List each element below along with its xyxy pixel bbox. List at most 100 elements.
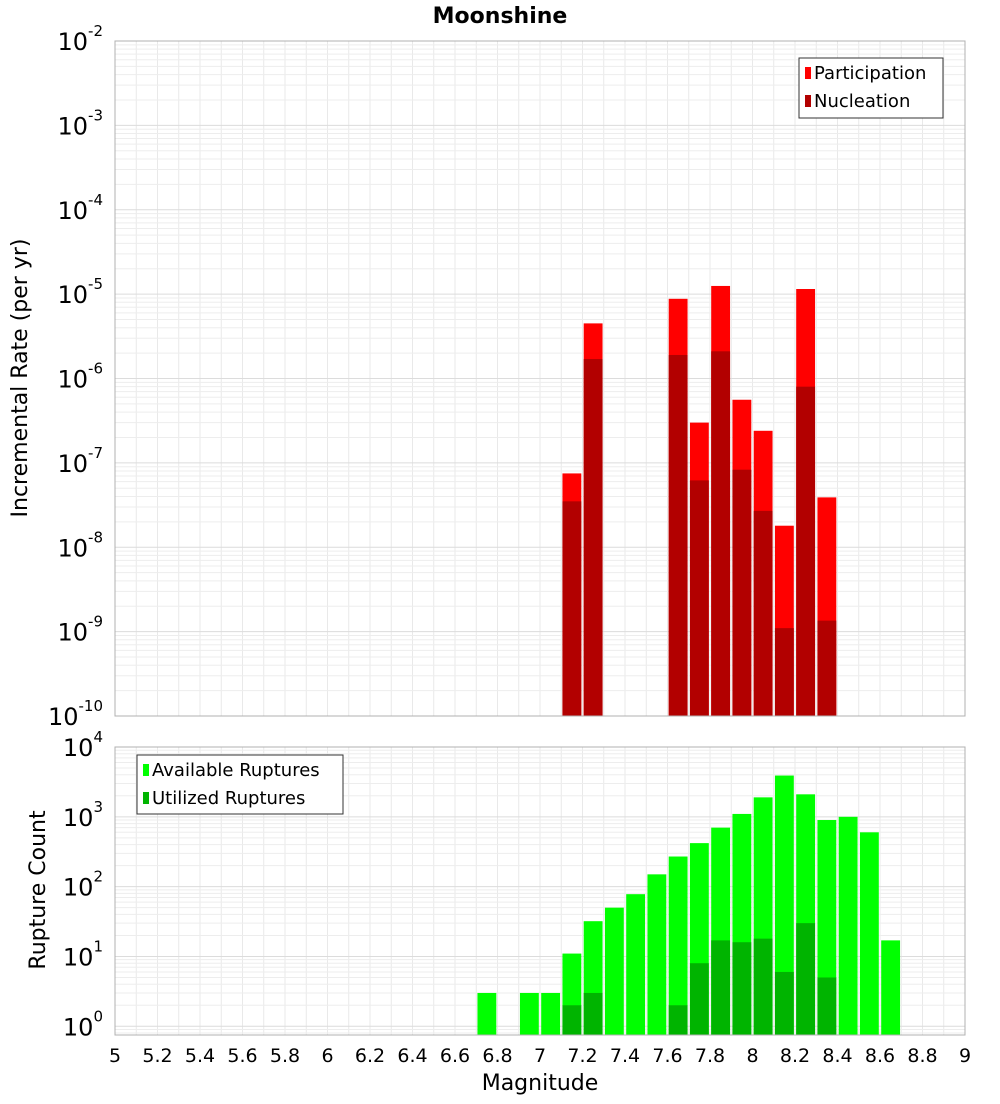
bottom-bar — [859, 832, 879, 1035]
top-y-axis-label: Incremental Rate (per yr) — [8, 239, 33, 518]
tick-exponent: 2 — [93, 868, 103, 886]
x-tick-label: 5.8 — [270, 1045, 300, 1067]
bottom-bar — [711, 940, 731, 1035]
top-y-tick-label: 10-9 — [57, 613, 103, 647]
tick-exponent: -10 — [79, 697, 104, 715]
x-tick-label: 8.8 — [907, 1045, 937, 1067]
bottom-y-tick-label: 102 — [63, 868, 103, 902]
bottom-bar — [626, 894, 646, 1035]
top-y-tick-label: 10-4 — [57, 191, 103, 225]
tick-exponent: -2 — [88, 22, 103, 40]
bottom-bar — [881, 940, 901, 1035]
bottom-legend-label: Utilized Ruptures — [152, 788, 305, 809]
top-bar — [583, 359, 603, 716]
top-y-tick-label: 10-10 — [48, 697, 103, 731]
top-bar — [689, 480, 709, 716]
bottom-bar — [817, 977, 837, 1035]
tick-base: 10 — [57, 534, 88, 562]
top-series-1 — [562, 351, 837, 716]
top-bar — [711, 351, 731, 716]
top-legend: Participation Nucleation — [798, 57, 944, 119]
bottom-bar — [732, 942, 752, 1035]
tick-base: 10 — [57, 619, 88, 647]
top-y-tick-label: 10-6 — [57, 360, 103, 394]
x-tick-label: 5.6 — [227, 1045, 257, 1067]
x-tick-label: 7.8 — [695, 1045, 725, 1067]
tick-base: 10 — [57, 28, 88, 56]
tick-base: 10 — [57, 112, 88, 140]
top-bar — [753, 510, 773, 716]
bottom-bar — [562, 1005, 582, 1035]
tick-base: 10 — [57, 450, 88, 478]
x-tick-label: 5.4 — [185, 1045, 215, 1067]
bottom-y-tick-label: 104 — [63, 728, 103, 762]
bottom-legend-label: Available Ruptures — [152, 760, 320, 781]
x-tick-label: 7.6 — [652, 1045, 682, 1067]
tick-base: 10 — [57, 366, 88, 394]
tick-base: 10 — [63, 1013, 94, 1041]
tick-base: 10 — [57, 197, 88, 225]
x-axis-label: Magnitude — [482, 1071, 599, 1096]
x-tick-label: 6.4 — [397, 1045, 427, 1067]
tick-exponent: 1 — [93, 937, 103, 955]
bottom-y-axis-label: Rupture Count — [26, 810, 51, 970]
chart-title: Moonshine — [433, 4, 568, 29]
bottom-legend: Available Ruptures Utilized Ruptures — [136, 754, 344, 815]
bottom-bar — [774, 775, 794, 1035]
bottom-y-tick-label: 100 — [63, 1007, 103, 1041]
x-tick-label: 8 — [746, 1045, 758, 1067]
x-tick-label: 8.4 — [822, 1045, 852, 1067]
top-gridlines — [114, 40, 966, 717]
tick-exponent: -3 — [88, 106, 103, 124]
top-legend-box — [798, 57, 944, 119]
x-tick-label: 8.2 — [780, 1045, 810, 1067]
tick-exponent: -5 — [88, 275, 103, 293]
x-tick-label: 5 — [109, 1045, 121, 1067]
tick-exponent: 3 — [93, 798, 103, 816]
x-tick-label: 5.2 — [142, 1045, 172, 1067]
tick-base: 10 — [63, 734, 94, 762]
top-plot-area: 10-1010-910-810-710-610-510-410-310-2Par… — [48, 22, 966, 731]
bottom-bar — [604, 907, 624, 1035]
tick-base: 10 — [63, 804, 94, 832]
tick-exponent: -4 — [88, 191, 103, 209]
tick-exponent: -9 — [88, 613, 103, 631]
top-bar — [817, 620, 837, 716]
x-tick-label: 7.4 — [610, 1045, 640, 1067]
bottom-plot-border — [114, 746, 966, 1036]
tick-base: 10 — [57, 281, 88, 309]
bottom-series-1 — [562, 923, 837, 1035]
bottom-legend-box — [136, 754, 344, 815]
bottom-bar — [774, 971, 794, 1035]
x-tick-label: 6.8 — [482, 1045, 512, 1067]
tick-base: 10 — [63, 943, 94, 971]
bottom-bar — [668, 856, 688, 1035]
bottom-bar — [477, 992, 497, 1035]
bottom-bar — [796, 923, 816, 1035]
top-bar — [732, 469, 752, 716]
bottom-legend-swatch — [143, 764, 149, 776]
tick-exponent: -7 — [88, 444, 103, 462]
tick-exponent: -6 — [88, 360, 103, 378]
bottom-y-tick-label: 101 — [63, 937, 103, 971]
x-tick-label: 7.2 — [567, 1045, 597, 1067]
x-tick-label: 8.6 — [865, 1045, 895, 1067]
top-legend-label: Nucleation — [814, 91, 910, 112]
bottom-bar — [583, 992, 603, 1035]
tick-exponent: 4 — [93, 728, 103, 746]
bottom-legend-swatch — [143, 792, 149, 804]
bottom-bar — [519, 992, 539, 1035]
top-bar — [668, 354, 688, 716]
top-y-tick-label: 10-7 — [57, 444, 103, 478]
top-y-tick-label: 10-3 — [57, 106, 103, 140]
top-bar — [774, 628, 794, 716]
x-tick-label: 6.2 — [355, 1045, 385, 1067]
bottom-bar — [668, 1005, 688, 1035]
bottom-y-tick-label: 103 — [63, 798, 103, 832]
tick-exponent: -8 — [88, 528, 103, 546]
tick-exponent: 0 — [93, 1007, 103, 1025]
x-tick-label: 9 — [959, 1045, 971, 1067]
tick-base: 10 — [63, 874, 94, 902]
top-y-tick-label: 10-8 — [57, 528, 103, 562]
